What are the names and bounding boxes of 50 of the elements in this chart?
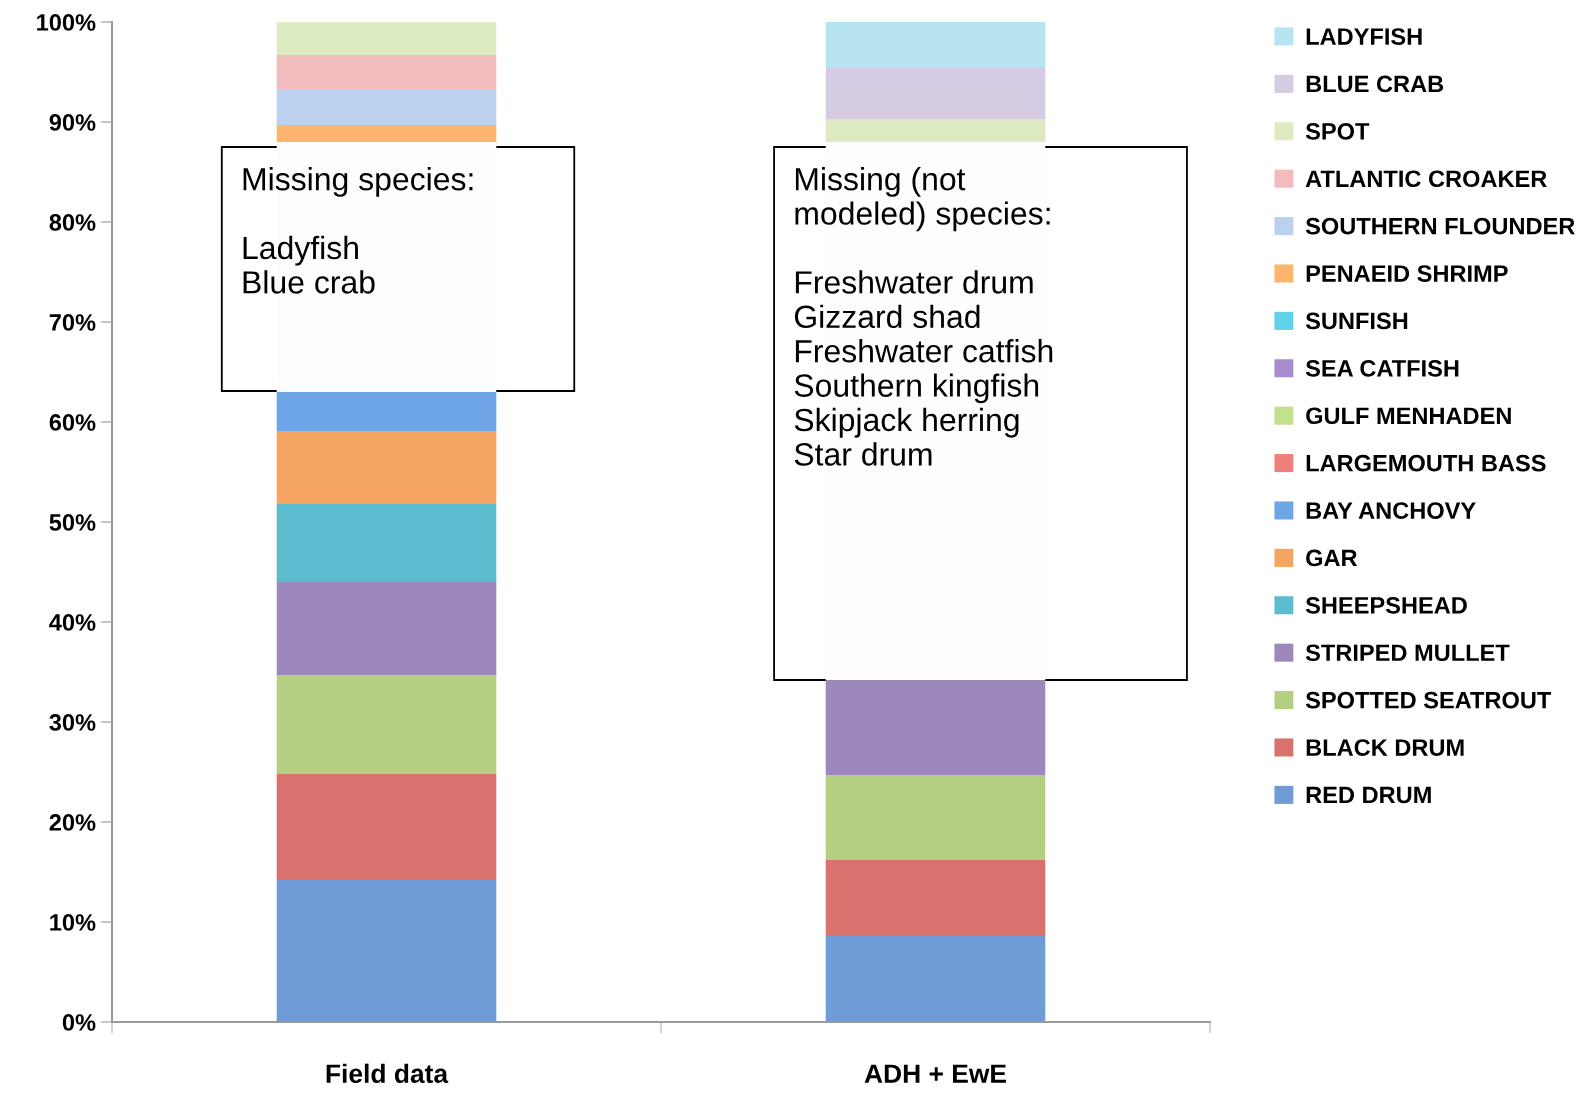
legend-label: BAY ANCHOVY — [1306, 502, 1476, 519]
bar — [276, 55, 497, 89]
legend-label: PENAEID SHRIMP — [1306, 265, 1508, 282]
bar — [825, 775, 1046, 860]
y-tick-label: 20% — [49, 814, 96, 831]
bar — [276, 392, 497, 431]
bar — [276, 89, 497, 125]
legend-label: LARGEMOUTH BASS — [1306, 454, 1546, 472]
bar — [276, 22, 497, 55]
text: Missing (not modeled) species: Freshwater drum Gizzard shad Freshwater catfish Southern kingfish Skipjack herring Star drum — [794, 167, 1053, 466]
bar — [825, 67, 1046, 119]
y-tick-label: 70% — [49, 314, 96, 331]
bar — [276, 582, 497, 675]
legend-label: STRIPED MULLET — [1305, 644, 1510, 662]
bar — [276, 880, 497, 1022]
bar — [276, 774, 497, 880]
bar — [825, 119, 1046, 142]
y-tick-label: 100% — [37, 14, 96, 31]
y-tick-label: 90% — [49, 114, 96, 131]
legend-label: GULF MENHADEN — [1306, 407, 1511, 425]
legend-label: SEA CATFISH — [1305, 359, 1459, 377]
legend-label: GAR — [1306, 549, 1358, 567]
legend-label: SHEEPSHEAD — [1305, 596, 1467, 614]
legend-label: RED DRUM — [1306, 786, 1431, 804]
y-tick-label: 40% — [49, 614, 96, 631]
bar — [276, 504, 497, 582]
y-tick-label: 60% — [49, 414, 96, 431]
y-tick-label: 0% — [62, 1014, 96, 1031]
y-tick-label: 30% — [49, 714, 96, 731]
y-tick-label: 80% — [49, 214, 96, 231]
x-tick-label: Field data — [326, 1063, 449, 1084]
y-tick-label: 10% — [50, 914, 96, 931]
bar — [825, 680, 1046, 775]
legend-label: ATLANTIC CROAKER — [1305, 170, 1547, 188]
bar — [276, 125, 497, 142]
legend-label: SOUTHERN FLOUNDER — [1305, 217, 1575, 235]
legend-label: LADYFISH — [1306, 28, 1422, 45]
bar — [276, 675, 497, 774]
bar — [825, 860, 1046, 936]
legend-label: BLUE CRAB — [1306, 75, 1444, 93]
x-tick-label: ADH + EwE — [864, 1064, 1006, 1083]
legend-label: SUNFISH — [1305, 312, 1408, 330]
bar — [825, 22, 1046, 67]
legend-label: BLACK DRUM — [1306, 739, 1464, 756]
legend-label: SPOT — [1305, 122, 1370, 140]
legend-label: SPOTTED SEATROUT — [1305, 691, 1552, 709]
bar — [276, 431, 497, 504]
text: Missing species: Ladyfish Blue crab — [243, 167, 473, 294]
bar — [825, 936, 1046, 1022]
y-tick-label: 50% — [49, 514, 96, 531]
